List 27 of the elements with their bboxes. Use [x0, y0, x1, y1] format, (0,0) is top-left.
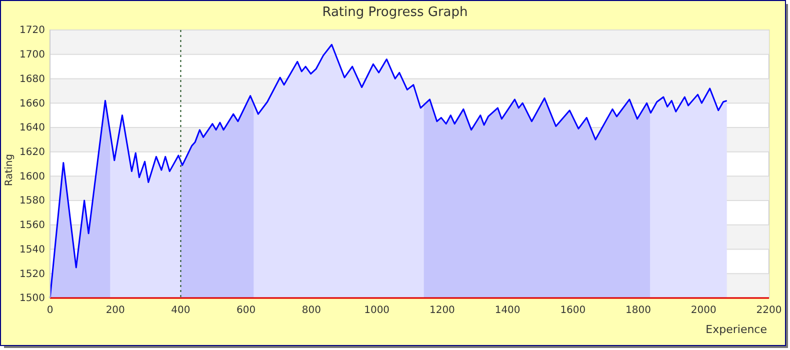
- y-tick-label: 1620: [20, 147, 45, 158]
- x-tick-label: 1800: [626, 305, 651, 316]
- chart-title: Rating Progress Graph: [322, 5, 468, 20]
- y-tick-label: 1660: [20, 98, 45, 110]
- y-tick-label: 1560: [20, 220, 45, 232]
- x-tick-label: 0: [46, 305, 54, 316]
- x-tick-label: 1400: [494, 305, 520, 316]
- y-tick-label: 1700: [20, 50, 45, 61]
- y-axis-title: Rating: [4, 154, 15, 186]
- y-tick-label: 1540: [20, 244, 45, 256]
- x-tick-label: 1200: [429, 305, 455, 316]
- y-tick-label: 1520: [20, 268, 45, 280]
- y-tick-label: 1600: [20, 171, 45, 182]
- y-tick-label: 1640: [20, 122, 45, 134]
- y-tick-label: 1580: [20, 196, 45, 207]
- x-tick-label: 2000: [690, 305, 716, 316]
- y-tick-label: 1720: [20, 25, 45, 36]
- x-tick-label: 800: [302, 305, 321, 316]
- x-tick-label: 600: [236, 305, 256, 316]
- x-tick-label: 2200: [756, 305, 782, 316]
- y-tick-label: 1680: [20, 74, 45, 85]
- x-axis-title: Experience: [706, 323, 768, 336]
- x-tick-label: 200: [106, 305, 125, 316]
- x-tick-label: 400: [171, 305, 190, 316]
- y-tick-label: 1500: [20, 293, 45, 304]
- x-tick-label: 1600: [560, 305, 586, 316]
- x-tick-label: 1000: [364, 305, 390, 316]
